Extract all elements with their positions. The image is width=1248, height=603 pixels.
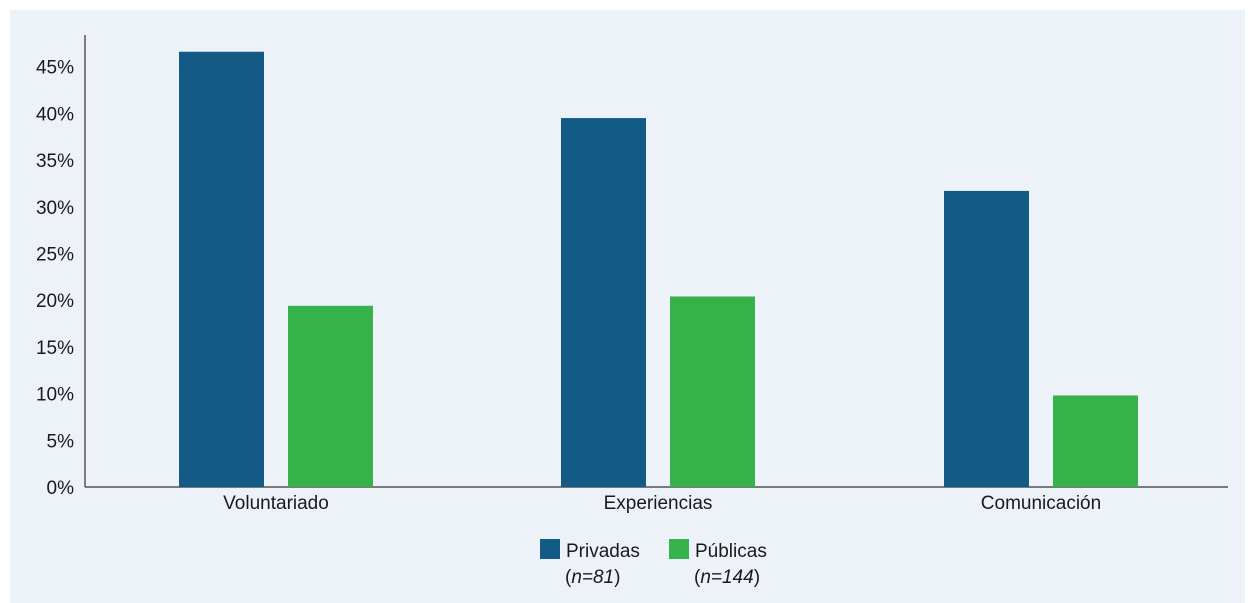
y-tick-label: 0% <box>47 478 75 499</box>
y-tick-label: 20% <box>36 291 74 312</box>
x-tick-label-voluntariado: Voluntariado <box>223 493 329 514</box>
x-tick-labels: Voluntariado Experiencias Comunicación <box>223 493 1101 514</box>
y-tick-label: 10% <box>36 385 74 406</box>
bar-privadas-experiencias <box>561 118 646 487</box>
bar-publicas-voluntariado <box>288 305 373 487</box>
legend-label-publicas: Públicas <box>695 541 767 562</box>
y-tick-label: 35% <box>36 151 74 172</box>
y-tick-label: 25% <box>36 245 74 266</box>
chart-axes <box>84 35 1228 488</box>
bar-marks <box>179 51 1138 487</box>
y-tick-labels: 0% 5% 10% 15% 20% 25% 30% 35% 40% 45% <box>36 58 74 499</box>
bar-privadas-comunicacion <box>944 190 1029 487</box>
bar-publicas-experiencias <box>670 296 755 487</box>
legend: Privadas (n=81) Públicas (n=144) <box>540 539 767 588</box>
legend-note-publicas: (n=144) <box>694 567 760 588</box>
y-tick-label: 30% <box>36 198 74 219</box>
legend-label-privadas: Privadas <box>566 541 640 562</box>
legend-n-publicas: n=144 <box>700 567 753 588</box>
legend-swatch-privadas <box>540 539 560 559</box>
bar-privadas-voluntariado <box>179 51 264 487</box>
y-tick-label: 5% <box>47 431 75 452</box>
y-tick-label: 15% <box>36 338 74 359</box>
legend-swatch-publicas <box>669 539 689 559</box>
x-tick-label-experiencias: Experiencias <box>604 493 713 514</box>
y-tick-label: 40% <box>36 104 74 125</box>
legend-n-privadas: n=81 <box>571 567 614 588</box>
legend-note-privadas: (n=81) <box>565 567 620 588</box>
x-tick-label-comunicacion: Comunicación <box>981 493 1101 514</box>
y-tick-label: 45% <box>36 58 74 79</box>
bar-publicas-comunicacion <box>1053 395 1138 487</box>
